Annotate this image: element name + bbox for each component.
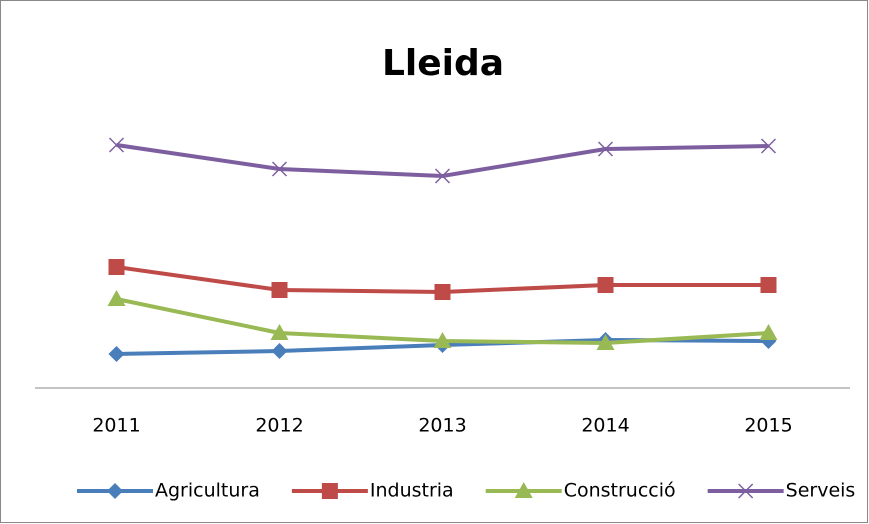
legend-label: Agricultura [155,480,260,502]
marker [108,137,125,153]
marker [270,324,289,340]
marker [514,482,533,498]
marker [108,346,125,362]
x-tick-label: 2015 [744,415,792,437]
legend-label: Industria [370,480,454,502]
x-tick-label: 2012 [255,415,303,437]
x-tick-label: 2011 [92,415,140,437]
marker [107,483,123,499]
marker [271,161,288,177]
x-tick-label: 2014 [581,415,629,437]
marker [271,343,288,359]
marker [321,483,338,499]
legend-label: Construcció [564,480,676,502]
marker [434,168,451,184]
marker [107,290,126,306]
marker [271,282,288,298]
marker [597,277,614,293]
marker [108,259,125,275]
marker [597,141,614,157]
marker [760,277,777,293]
legend-label: Serveis [786,480,856,502]
marker [596,334,615,350]
marker [434,284,451,300]
marker [759,324,778,340]
x-tick-label: 2013 [418,415,466,437]
marker [760,138,777,154]
marker [433,332,452,348]
marker [738,483,754,499]
chart-title: Lleida [382,43,504,84]
